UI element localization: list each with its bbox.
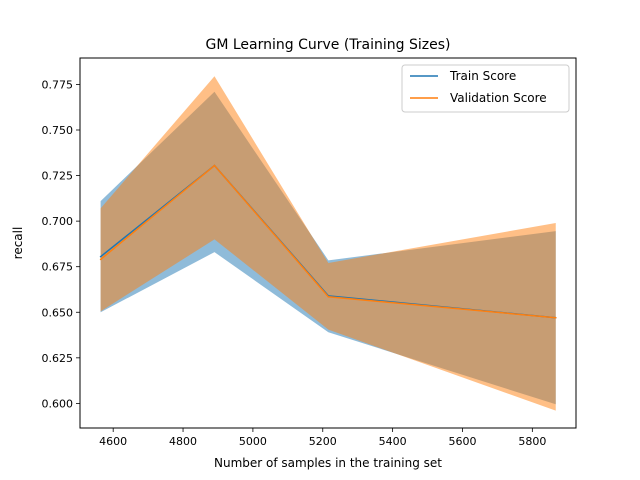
x-tick-label: 5800 [518,435,546,448]
y-axis-ticks: 0.600 0.625 0.650 0.675 0.700 0.725 0.750 0.775 [42,78,80,410]
legend-label-2: Validation Score [450,91,547,105]
x-axis-label: Number of samples in the training set [214,456,442,470]
point-series-1-1 [99,255,102,258]
y-tick-label: 0.675 [42,261,74,274]
x-tick-label: 5000 [239,435,267,448]
line-series-2 [100,164,556,319]
y-tick-label: 0.600 [42,397,74,410]
x-tick-label: 5400 [379,435,407,448]
y-tick-label: 0.700 [42,215,74,228]
series-lines [99,164,557,319]
y-tick-label: 0.625 [42,352,74,365]
point-series-2-2 [213,164,216,167]
legend-label-1: Train Score [449,69,516,83]
x-tick-label: 5600 [448,435,476,448]
band-series-2 [100,76,556,411]
point-series-2-4 [554,316,557,319]
x-axis-ticks: 4600 4800 5000 5200 5400 5600 5800 [99,428,546,448]
x-tick-label: 5200 [309,435,337,448]
plot-frame [79,57,577,429]
legend-box [401,64,570,113]
legend: Train Score Validation Score [401,64,570,113]
y-tick-label: 0.750 [42,124,74,137]
y-tick-label: 0.775 [42,78,74,91]
confidence-bands [100,76,556,411]
y-tick-label: 0.650 [42,306,74,319]
point-series-2-3 [327,295,330,298]
y-tick-label: 0.725 [42,170,74,183]
chart-title: GM Learning Curve (Training Sizes) [205,37,450,53]
x-tick-label: 4600 [99,435,127,448]
point-series-2-1 [99,258,102,261]
x-tick-label: 4800 [169,435,197,448]
y-axis-label: recall [11,227,25,260]
